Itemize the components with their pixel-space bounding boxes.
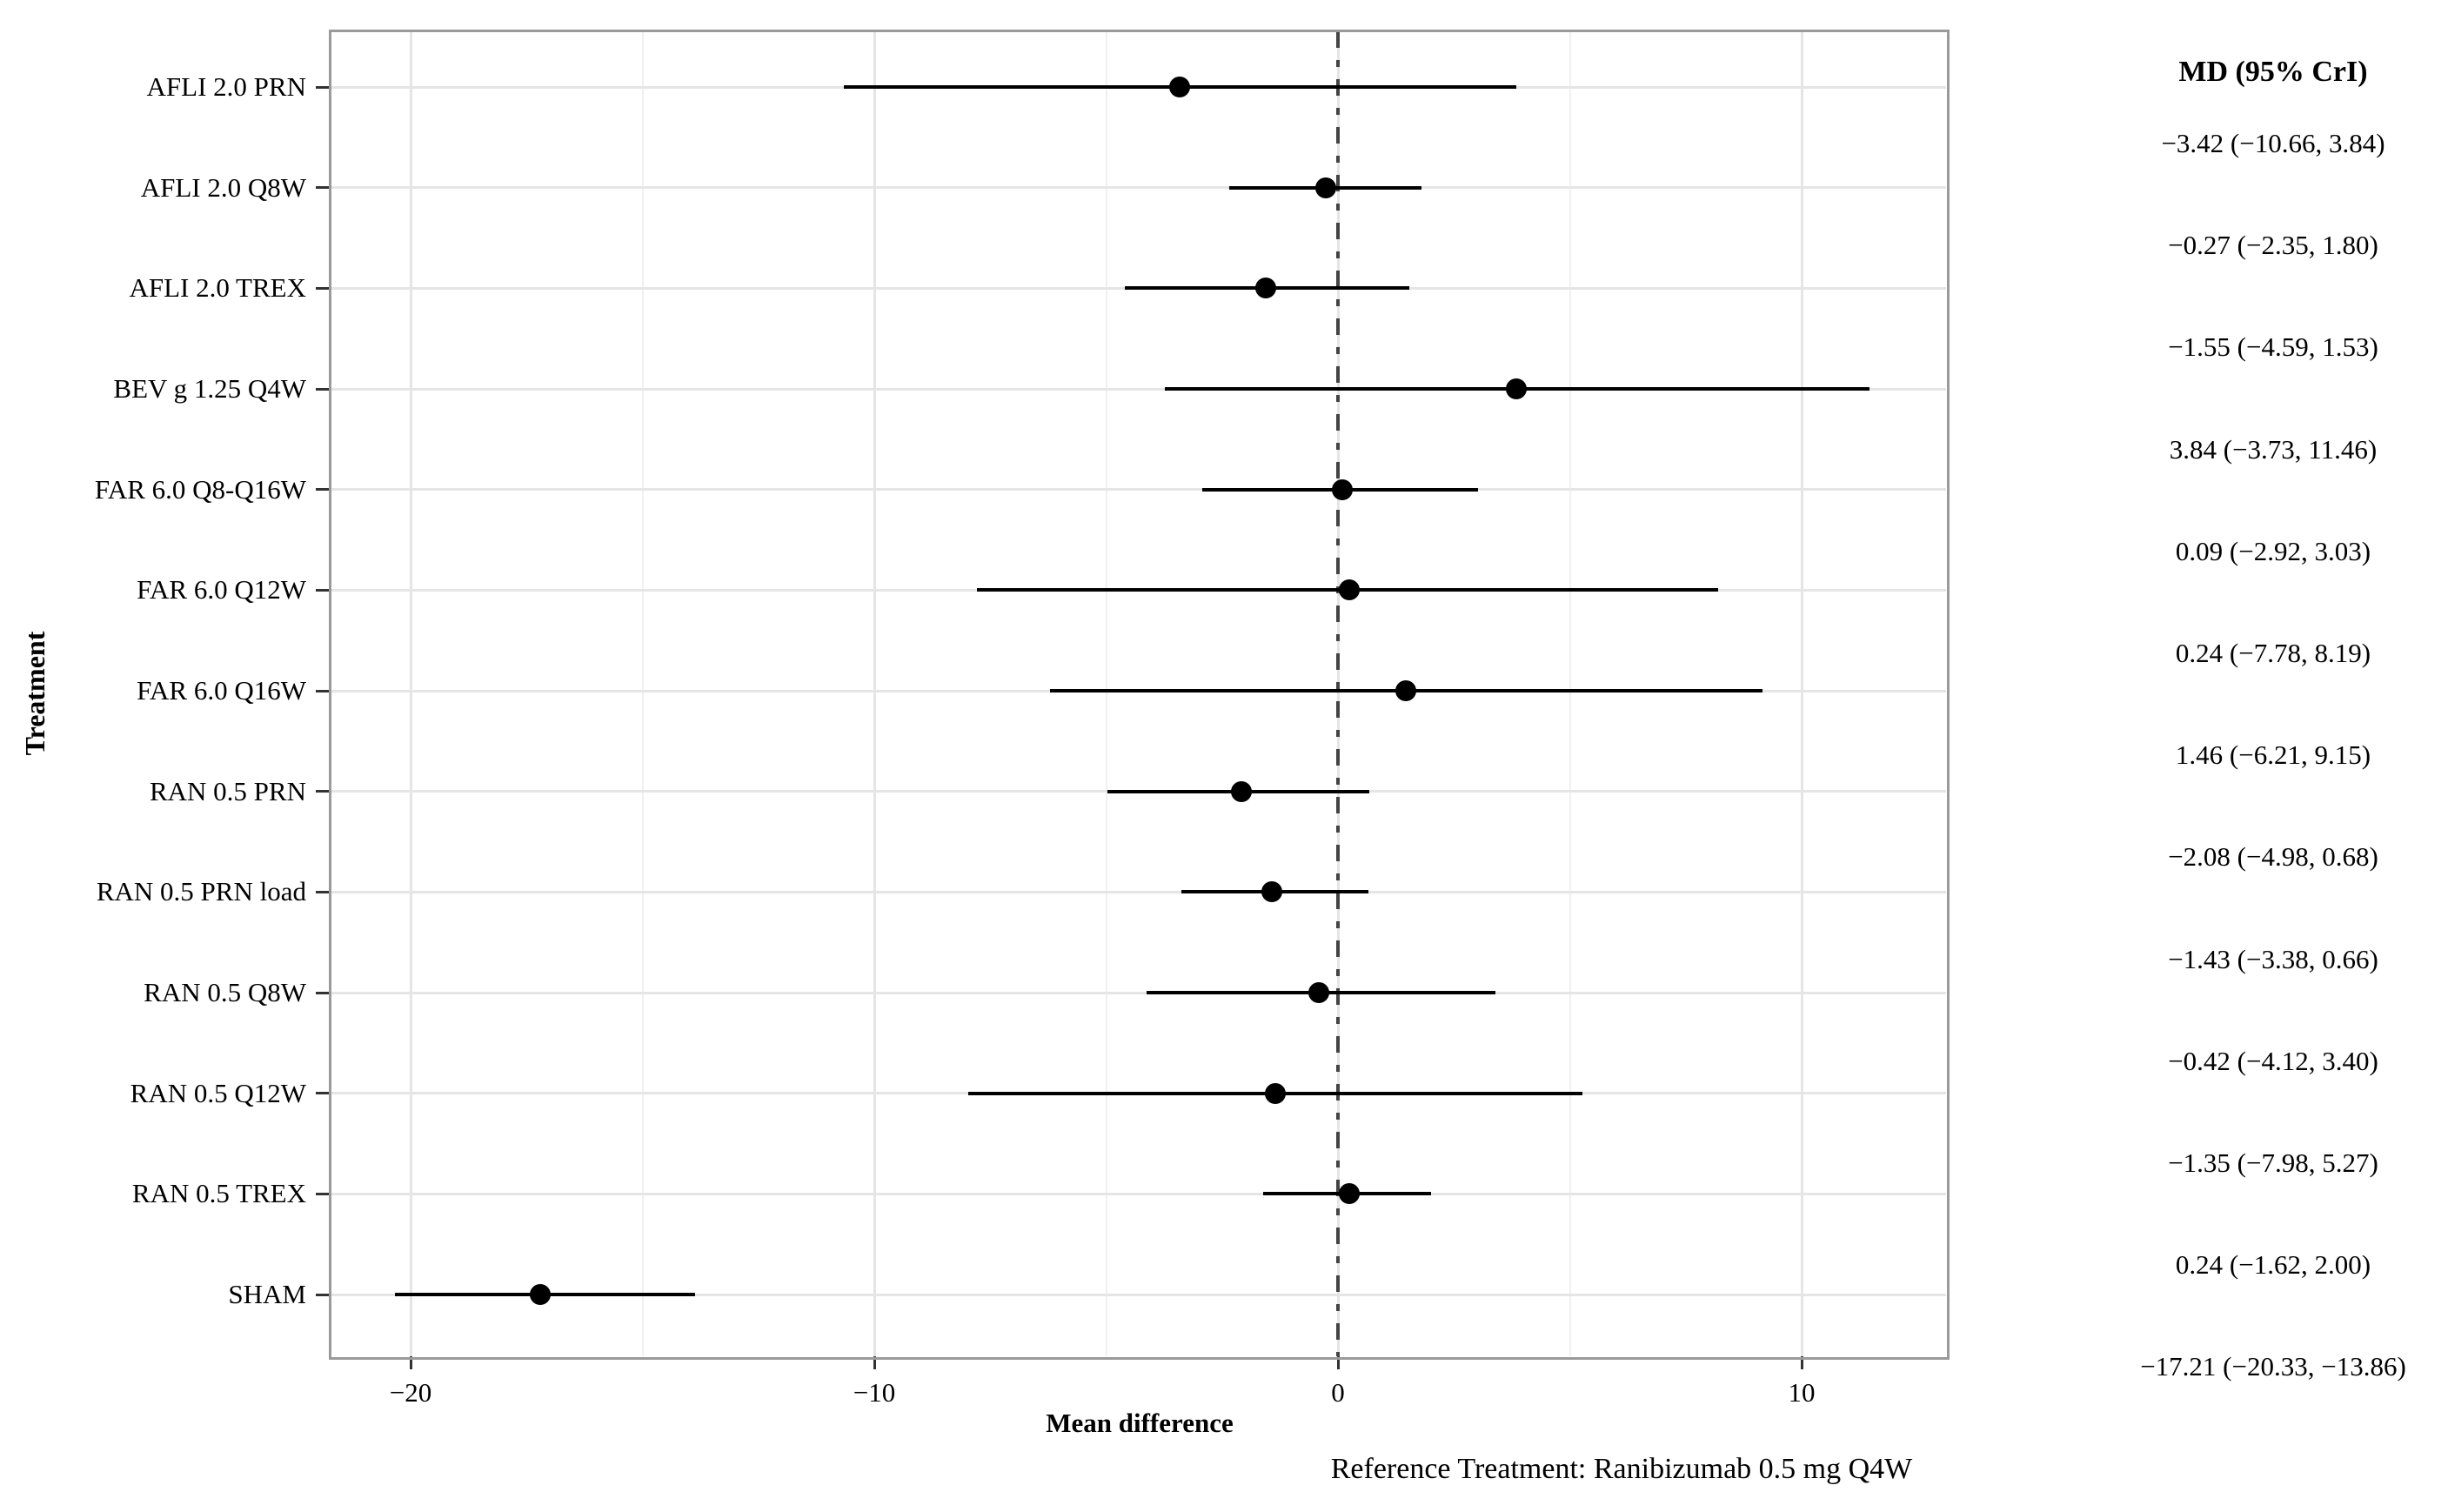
gridline-major-horizontal <box>331 186 1946 190</box>
y-axis-tick <box>316 689 329 692</box>
y-axis-tick <box>316 1293 329 1296</box>
gridline-major-vertical <box>409 31 412 1356</box>
md-value-label: −0.42 (−4.12, 3.40) <box>2168 1045 2378 1076</box>
plot-panel <box>331 31 1946 1356</box>
y-axis-label: SHAM <box>228 1279 306 1310</box>
md-value-label: −2.08 (−4.98, 0.68) <box>2168 841 2378 873</box>
x-tick-label: −10 <box>853 1377 896 1408</box>
md-value-label: −1.43 (−3.38, 0.66) <box>2168 943 2378 974</box>
y-axis-tick <box>316 85 329 89</box>
point-estimate-dot <box>529 1284 551 1306</box>
x-axis-tick <box>409 1356 412 1369</box>
gridline-major-vertical <box>873 31 876 1356</box>
y-axis-label: RAN 0.5 PRN load <box>96 876 306 907</box>
point-estimate-dot <box>1261 881 1282 903</box>
x-axis-tick <box>873 1356 876 1369</box>
y-axis-label: RAN 0.5 Q8W <box>144 977 306 1008</box>
y-axis-tick <box>316 387 329 391</box>
x-tick-label: 10 <box>1788 1377 1816 1408</box>
point-estimate-dot <box>1505 378 1527 399</box>
point-estimate-dot <box>1308 982 1329 1004</box>
gridline-minor-vertical <box>1105 31 1107 1356</box>
y-axis-tick <box>316 1192 329 1195</box>
point-estimate-dot <box>1338 579 1360 601</box>
y-axis-label: BEV g 1.25 Q4W <box>113 373 306 404</box>
md-column-header: MD (95% CrI) <box>2178 56 2368 88</box>
y-axis-tick <box>316 488 329 492</box>
gridline-minor-vertical <box>1568 31 1571 1356</box>
reference-treatment-footnote: Reference Treatment: Ranibizumab 0.5 mg … <box>1330 1453 1913 1485</box>
point-estimate-dot <box>1231 780 1253 802</box>
y-axis-tick <box>316 991 329 994</box>
y-axis-tick <box>316 890 329 893</box>
y-axis-label: RAN 0.5 PRN <box>149 775 306 806</box>
y-axis-label: FAR 6.0 Q16W <box>137 675 306 706</box>
y-axis-label: AFLI 2.0 PRN <box>146 71 306 102</box>
gridline-major-horizontal <box>331 1293 1946 1296</box>
md-value-label: 1.46 (−6.21, 9.15) <box>2175 739 2371 771</box>
md-value-label: −3.42 (−10.66, 3.84) <box>2161 128 2385 158</box>
md-value-label: −0.27 (−2.35, 1.80) <box>2168 230 2378 261</box>
md-value-label: 0.24 (−7.78, 8.19) <box>2175 638 2371 668</box>
y-axis-label: FAR 6.0 Q12W <box>137 574 306 605</box>
y-axis-label: AFLI 2.0 Q8W <box>140 171 306 203</box>
gridline-major-horizontal <box>331 488 1946 492</box>
gridline-major-horizontal <box>331 1192 1946 1195</box>
md-value-label: 0.24 (−1.62, 2.00) <box>2175 1249 2371 1281</box>
md-value-label: −17.21 (−20.33, −13.86) <box>2140 1351 2406 1382</box>
point-estimate-dot <box>1255 278 1277 299</box>
md-value-label: −1.35 (−7.98, 5.27) <box>2168 1147 2378 1178</box>
y-axis-tick <box>316 186 329 190</box>
y-axis-label: RAN 0.5 TREX <box>131 1178 306 1209</box>
point-estimate-dot <box>1265 1082 1287 1104</box>
point-estimate-dot <box>1338 1183 1360 1205</box>
x-tick-label: 0 <box>1331 1377 1345 1408</box>
md-value-label: −1.55 (−4.59, 1.53) <box>2168 331 2378 363</box>
gridline-major-horizontal <box>331 991 1946 994</box>
y-axis-label: RAN 0.5 Q12W <box>130 1077 306 1108</box>
x-axis-title: Mean difference <box>1046 1408 1234 1438</box>
y-axis-tick <box>316 790 329 793</box>
md-value-label: 3.84 (−3.73, 11.46) <box>2169 433 2378 465</box>
reference-line <box>1336 31 1340 1356</box>
y-axis-label: FAR 6.0 Q8-Q16W <box>94 473 306 505</box>
gridline-major-horizontal <box>331 387 1946 391</box>
gridline-major-horizontal <box>331 890 1946 893</box>
y-axis-tick <box>316 286 329 290</box>
md-value-label: 0.09 (−2.92, 3.03) <box>2175 535 2371 566</box>
y-axis-tick <box>316 1092 329 1095</box>
point-estimate-dot <box>1395 680 1416 702</box>
x-axis-tick <box>1336 1356 1340 1369</box>
point-estimate-dot <box>1314 177 1336 198</box>
x-tick-label: −20 <box>389 1377 432 1408</box>
x-axis-tick <box>1800 1356 1803 1369</box>
y-axis-label: AFLI 2.0 TREX <box>129 272 306 304</box>
gridline-major-vertical <box>1800 31 1803 1356</box>
point-estimate-dot <box>1168 77 1190 97</box>
gridline-minor-vertical <box>641 31 644 1356</box>
point-estimate-dot <box>1331 478 1353 500</box>
y-axis-tick <box>316 588 329 592</box>
